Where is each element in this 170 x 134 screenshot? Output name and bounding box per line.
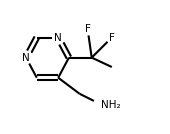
Text: N: N <box>22 53 30 63</box>
Text: F: F <box>109 33 115 42</box>
Text: F: F <box>85 25 91 34</box>
Text: NH₂: NH₂ <box>101 100 121 109</box>
Text: N: N <box>54 33 62 42</box>
